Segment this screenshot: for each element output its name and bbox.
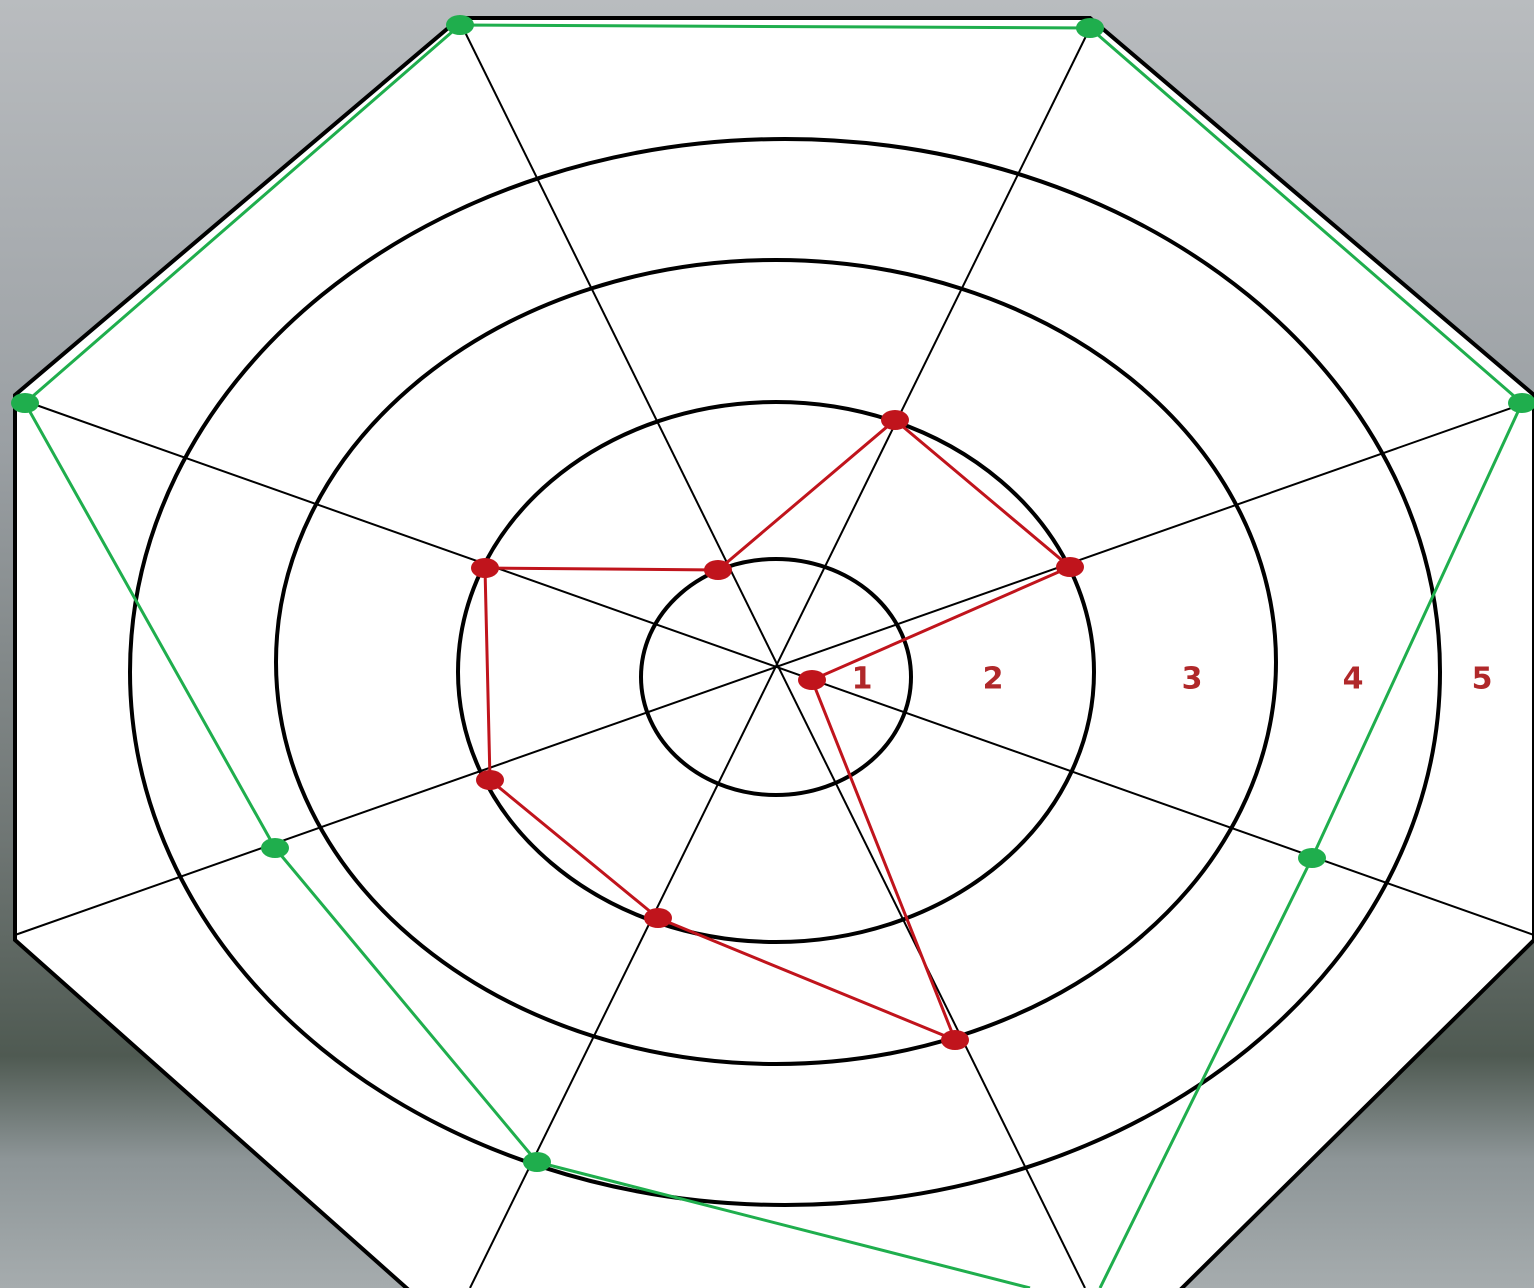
rings bbox=[128, 137, 1442, 1207]
ring-labels: 1 2 3 4 5 bbox=[852, 662, 1493, 697]
green-dot bbox=[1508, 393, 1534, 413]
green-dot bbox=[523, 1152, 551, 1172]
spoke bbox=[469, 27, 1091, 1288]
red-dot bbox=[471, 558, 499, 578]
red-dot bbox=[941, 1030, 969, 1050]
ring-label: 3 bbox=[1182, 662, 1203, 697]
ring bbox=[639, 557, 913, 797]
ring bbox=[274, 258, 1278, 1066]
spoke bbox=[21, 399, 1534, 936]
red-dot bbox=[644, 908, 672, 928]
green-dot bbox=[11, 393, 39, 413]
spokes bbox=[14, 21, 1534, 1288]
ring bbox=[456, 400, 1096, 944]
green-line bbox=[1089, 26, 1523, 405]
red-dot bbox=[476, 770, 504, 790]
octagon bbox=[13, 16, 1534, 1288]
green-dot bbox=[1076, 18, 1104, 38]
ring-label: 1 bbox=[852, 662, 873, 697]
red-dot bbox=[1056, 557, 1084, 577]
green-dot bbox=[1298, 848, 1326, 868]
green-dots bbox=[11, 15, 1534, 1172]
ring-label: 4 bbox=[1343, 662, 1364, 697]
red-dot bbox=[798, 670, 826, 690]
ring-label: 2 bbox=[983, 662, 1004, 697]
red-dots bbox=[471, 410, 1084, 1050]
ring-label: 5 bbox=[1472, 662, 1493, 697]
green-dot bbox=[261, 838, 289, 858]
ring bbox=[128, 137, 1442, 1207]
green-dot bbox=[446, 15, 474, 35]
green-line bbox=[23, 23, 1091, 1288]
spoke bbox=[459, 21, 1086, 1288]
red-dot bbox=[704, 560, 732, 580]
red-dot bbox=[881, 410, 909, 430]
